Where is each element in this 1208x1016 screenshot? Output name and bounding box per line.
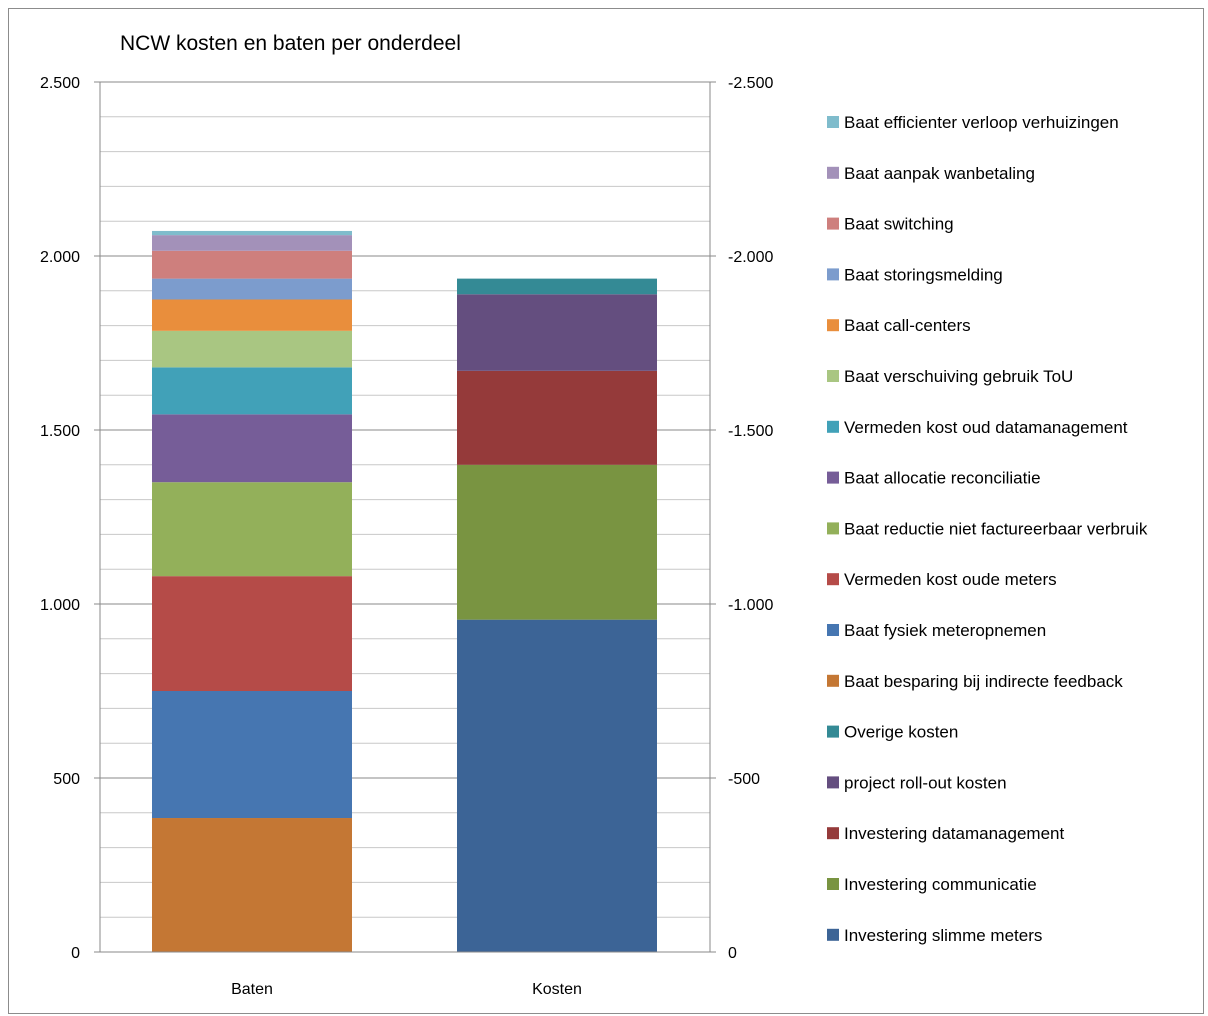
legend-swatch bbox=[827, 827, 839, 840]
legend-swatch bbox=[827, 319, 839, 332]
legend-label: Baat call-centers bbox=[844, 316, 971, 335]
y-left-tick-label: 1.000 bbox=[40, 597, 80, 614]
bar-segment bbox=[152, 330, 352, 368]
chart-title: NCW kosten en baten per onderdeel bbox=[120, 32, 461, 55]
bar-segment bbox=[152, 235, 352, 251]
bar-segment bbox=[457, 278, 657, 295]
bar-segment bbox=[152, 230, 352, 236]
y-left-tick-label: 2.000 bbox=[40, 249, 80, 266]
bar-segment bbox=[457, 294, 657, 371]
bar-segment bbox=[152, 818, 352, 952]
axes: Baten Kosten 0 500 1.000 1.500 2.000 2.500 0 -500… bbox=[40, 75, 774, 998]
y-right-tick-label: -1.500 bbox=[728, 423, 773, 440]
bar-segment bbox=[152, 482, 352, 577]
y-left-tick-label: 2.500 bbox=[40, 75, 80, 92]
legend-label: Investering slimme meters bbox=[844, 926, 1042, 945]
legend-swatch bbox=[827, 217, 839, 230]
legend-swatch bbox=[827, 674, 839, 687]
legend-swatch bbox=[827, 928, 839, 941]
y-right-tick-label: -2.500 bbox=[728, 75, 773, 92]
bar-segment bbox=[457, 370, 657, 465]
legend-label: Baat storingsmelding bbox=[844, 265, 1003, 284]
legend-swatch bbox=[827, 725, 839, 738]
legend-label: Baat switching bbox=[844, 215, 954, 234]
legend-swatch bbox=[827, 420, 839, 433]
legend-label: Baat aanpak wanbetaling bbox=[844, 164, 1035, 183]
y-left-tick-label: 1.500 bbox=[40, 423, 80, 440]
bar-segment bbox=[457, 619, 657, 952]
legend-label: Vermeden kost oud datamanagement bbox=[844, 418, 1128, 437]
x-tick-label: Kosten bbox=[532, 981, 582, 998]
bar-segment bbox=[152, 367, 352, 415]
legend-label: Baat verschuiving gebruik ToU bbox=[844, 367, 1073, 386]
legend-label: Baat fysiek meteropnemen bbox=[844, 621, 1046, 640]
bar-segment bbox=[152, 576, 352, 691]
legend-swatch bbox=[827, 878, 839, 890]
y-right-tick-label: 0 bbox=[728, 945, 737, 962]
bar-segment bbox=[152, 278, 352, 300]
legend-swatch bbox=[827, 522, 839, 535]
legend-swatch bbox=[827, 116, 839, 128]
y-right-tick-label: -1.000 bbox=[728, 597, 773, 614]
x-tick-label: Baten bbox=[231, 981, 273, 998]
y-left-tick-label: 500 bbox=[53, 771, 80, 788]
legend-label: Investering communicatie bbox=[844, 875, 1037, 894]
y-right-tick-label: -2.000 bbox=[728, 249, 773, 266]
legend-swatch bbox=[827, 776, 839, 789]
bar-segment bbox=[152, 299, 352, 331]
legend-label: Baat besparing bij indirecte feedback bbox=[844, 672, 1123, 691]
legend-swatch bbox=[827, 166, 839, 179]
bar-segment bbox=[152, 691, 352, 819]
y-right-tick-label: -500 bbox=[728, 771, 760, 788]
bar-segment bbox=[152, 250, 352, 279]
legend-label: Vermeden kost oude meters bbox=[844, 570, 1057, 589]
bars bbox=[152, 230, 657, 952]
legend-swatch bbox=[827, 624, 839, 636]
legend-label: Overige kosten bbox=[844, 723, 958, 742]
legend-swatch bbox=[827, 573, 839, 586]
legend-label: Baat efficienter verloop verhuizingen bbox=[844, 113, 1119, 132]
legend-swatch bbox=[827, 471, 839, 484]
legend-label: Investering datamanagement bbox=[844, 824, 1064, 843]
bar-segment bbox=[152, 414, 352, 483]
legend-label: Baat reductie niet factureerbaar verbrui… bbox=[844, 519, 1148, 538]
legend: Baat efficienter verloop verhuizingen Baa… bbox=[827, 113, 1148, 945]
bar-segment bbox=[457, 464, 657, 620]
legend-label: project roll-out kosten bbox=[844, 773, 1007, 792]
legend-swatch bbox=[827, 370, 839, 382]
legend-swatch bbox=[827, 268, 839, 281]
legend-label: Baat allocatie reconciliatie bbox=[844, 469, 1041, 488]
y-left-tick-label: 0 bbox=[71, 945, 80, 962]
